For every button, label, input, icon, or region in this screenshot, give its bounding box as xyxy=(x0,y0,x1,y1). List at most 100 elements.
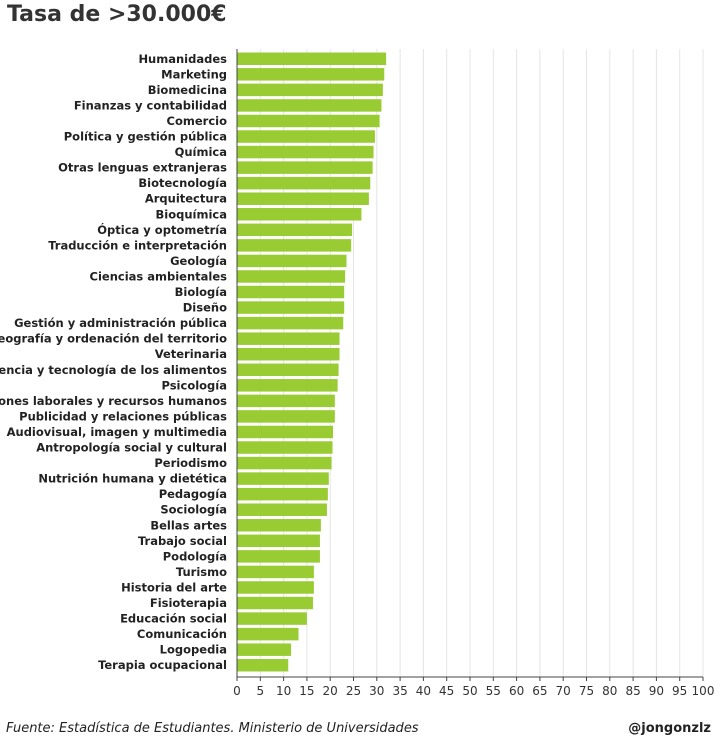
bar xyxy=(237,565,314,579)
category-label: Traducción e interpretación xyxy=(48,238,227,252)
bar xyxy=(237,52,387,66)
x-tick-label: 65 xyxy=(532,684,547,698)
bar xyxy=(237,270,346,283)
bar xyxy=(237,301,345,314)
category-label: Geología xyxy=(170,254,227,268)
category-label: Veterinaria xyxy=(155,347,227,361)
bar xyxy=(237,130,375,143)
x-tick-label: 75 xyxy=(579,684,594,698)
category-label: Ciencias ambientales xyxy=(90,269,228,283)
x-tick-label: 55 xyxy=(486,684,501,698)
bar xyxy=(237,99,382,112)
x-tick-label: 90 xyxy=(649,684,664,698)
category-label: Periodismo xyxy=(154,456,227,470)
bar xyxy=(237,487,328,501)
bar xyxy=(237,596,313,610)
bar xyxy=(237,254,347,268)
category-label: Humanidades xyxy=(138,52,227,66)
category-label: Geografía y ordenación del territorio xyxy=(0,332,227,346)
chart-title: Tasa de >30.000€ xyxy=(7,2,227,27)
bar xyxy=(237,68,385,81)
bar xyxy=(237,285,345,299)
category-label: Óptica y optometría xyxy=(97,222,227,237)
x-tick-label: 25 xyxy=(346,684,361,698)
category-label: Pedagogía xyxy=(159,487,227,501)
category-label: Historia del arte xyxy=(121,580,227,594)
category-label: Terapia ocupacional xyxy=(98,658,227,672)
x-tick-label: 80 xyxy=(602,684,617,698)
category-label: Bellas artes xyxy=(150,518,227,532)
bar xyxy=(237,239,352,252)
bar xyxy=(237,192,369,205)
bar xyxy=(237,472,329,485)
category-label: Sociología xyxy=(160,503,227,517)
x-tick-label: 30 xyxy=(369,684,384,698)
bar xyxy=(237,176,371,190)
category-label: Comercio xyxy=(167,114,228,128)
bar xyxy=(237,363,339,377)
category-label: Podología xyxy=(163,549,227,563)
category-label: Publicidad y relaciones públicas xyxy=(19,409,227,423)
category-label: Biotecnología xyxy=(138,176,227,190)
category-label: Arquitectura xyxy=(145,192,227,206)
category-label: Nutrición humana y dietética xyxy=(38,472,227,486)
x-tick-label: 5 xyxy=(256,684,264,698)
category-label: Ciencia y tecnología de los alimentos xyxy=(0,363,227,377)
category-label: Logopedia xyxy=(160,643,227,657)
category-label: Psicología xyxy=(161,378,227,392)
category-label: Educación social xyxy=(120,612,227,626)
category-label: Otras lenguas extranjeras xyxy=(58,161,227,175)
bar xyxy=(237,503,327,516)
bar xyxy=(237,347,340,361)
bar xyxy=(237,581,314,594)
x-tick-label: 60 xyxy=(509,684,524,698)
x-tick-label: 70 xyxy=(556,684,571,698)
x-tick-label: 15 xyxy=(299,684,314,698)
x-tick-label: 100 xyxy=(692,684,715,698)
bar xyxy=(237,612,307,625)
category-label: Comunicación xyxy=(137,627,227,641)
category-label: Política y gestión pública xyxy=(64,130,227,144)
category-label: Química xyxy=(175,145,227,159)
bar xyxy=(237,379,338,392)
bar xyxy=(237,145,374,159)
x-tick-label: 50 xyxy=(462,684,477,698)
bar xyxy=(237,332,340,345)
bar xyxy=(237,519,321,532)
x-tick-label: 20 xyxy=(323,684,338,698)
bar xyxy=(237,456,332,470)
bar xyxy=(237,394,335,408)
category-label: Bioquímica xyxy=(156,207,227,221)
category-label: Biología xyxy=(175,285,227,299)
x-tick-label: 85 xyxy=(625,684,640,698)
bar xyxy=(237,550,320,563)
bar xyxy=(237,658,289,672)
category-label: Diseño xyxy=(183,301,227,315)
bar xyxy=(237,161,373,174)
bar xyxy=(237,643,292,656)
category-label: Biomedicina xyxy=(148,83,227,97)
category-label: Relaciones laborales y recursos humanos xyxy=(0,394,227,408)
category-label: Gestión y administración pública xyxy=(14,316,227,330)
x-tick-label: 0 xyxy=(233,684,241,698)
category-label: Antropología social y cultural xyxy=(36,441,227,455)
bar xyxy=(237,208,362,221)
category-label: Audiovisual, imagen y multimedia xyxy=(7,425,227,439)
bar xyxy=(237,114,380,128)
bar xyxy=(237,425,333,439)
x-tick-label: 45 xyxy=(439,684,454,698)
bar xyxy=(237,410,335,423)
bar xyxy=(237,316,344,330)
source-note: Fuente: Estadística de Estudiantes. Mini… xyxy=(6,721,419,736)
author-credit: @jongonzlz xyxy=(628,721,711,736)
category-label: Finanzas y contabilidad xyxy=(74,98,227,112)
category-label: Marketing xyxy=(161,67,227,81)
x-tick-label: 95 xyxy=(672,684,687,698)
x-tick-label: 40 xyxy=(416,684,431,698)
bar xyxy=(237,223,353,237)
bar xyxy=(237,534,320,548)
bar xyxy=(237,83,383,97)
x-tick-label: 35 xyxy=(392,684,407,698)
bar xyxy=(237,627,299,641)
